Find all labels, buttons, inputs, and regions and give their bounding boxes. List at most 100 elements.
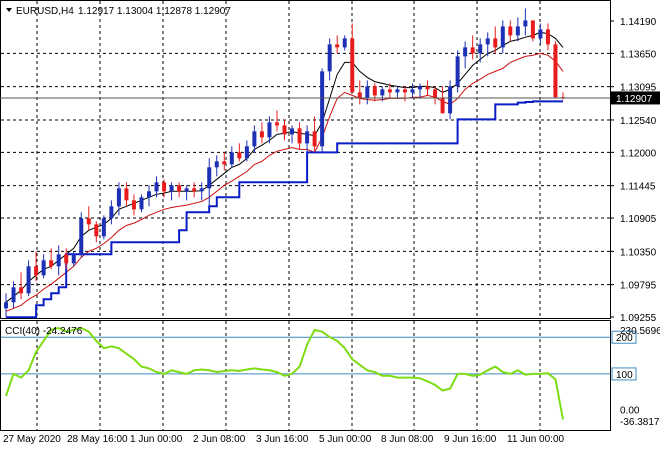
current-price-label: 1.12907 [616, 94, 653, 105]
candle-body [515, 26, 520, 36]
candle-body [41, 260, 46, 276]
candle-body [94, 224, 99, 237]
time-tick-label: 27 May 2020 [3, 434, 61, 445]
candle-body [274, 122, 279, 126]
price-tick-label: 1.12000 [620, 148, 657, 159]
candle-body [387, 89, 392, 93]
cci-level-box [611, 330, 637, 344]
ohlc-values: 1.12917 1.13004 1.12878 1.12907 [78, 6, 231, 17]
cci-level-label: 100 [616, 370, 633, 381]
time-tick-label: 1 Jun 00:00 [130, 434, 183, 445]
candle-body [350, 38, 355, 93]
candle-body [86, 218, 91, 225]
symbol-label: EURUSD,H4 [16, 6, 74, 17]
candles [4, 8, 565, 318]
cci-series-line [5, 326, 564, 420]
candle-body [267, 122, 272, 138]
candle-body [79, 218, 84, 255]
price-tick-label: 1.09255 [620, 313, 657, 324]
cci-level-box [611, 367, 637, 381]
candle-body [56, 254, 61, 267]
candle-body [282, 125, 287, 135]
candle-body [312, 131, 317, 147]
candle-body [207, 167, 212, 189]
blue-stop-line [6, 100, 563, 319]
candle-body [229, 152, 234, 165]
candle-body [395, 89, 400, 93]
candle-body [214, 161, 219, 168]
candle-body [147, 191, 152, 198]
candle-body [545, 29, 550, 45]
time-tick-label: 28 May 16:00 [67, 434, 128, 445]
candle-body [237, 152, 242, 159]
candle-body [448, 86, 453, 114]
cci-line [5, 326, 564, 420]
candle-body [463, 47, 468, 57]
current-price-box [611, 91, 660, 105]
price-tick-label: 1.10350 [620, 247, 657, 258]
red-indicator-line [5, 52, 564, 312]
candle-body [222, 161, 227, 165]
candle-body [508, 26, 513, 36]
vertical-grid [36, 1, 541, 430]
candle-body [417, 86, 422, 90]
candle-body [470, 47, 475, 54]
price-tick-label: 1.10905 [620, 214, 657, 225]
candle-body [19, 287, 24, 294]
candle-body [252, 131, 257, 147]
candle-body [342, 38, 347, 48]
price-tick-label: 1.11445 [620, 182, 656, 193]
price-tick-label: 1.12540 [620, 116, 657, 127]
candle-body [244, 146, 249, 159]
candle-body [169, 185, 174, 192]
candle-body [485, 38, 490, 45]
candle-body [380, 89, 385, 96]
candle-body [199, 188, 204, 192]
candle-body [493, 38, 498, 48]
candle-body [192, 188, 197, 192]
candle-body [11, 287, 16, 303]
candle-body [357, 92, 362, 99]
price-tick-label: 1.14190 [620, 17, 657, 28]
candle-body [184, 188, 189, 192]
candle-body [71, 254, 76, 264]
candle-body [64, 254, 69, 264]
time-tick-label: 11 Jun 00:00 [507, 434, 565, 445]
candle-body [49, 260, 54, 267]
candle-body [372, 86, 377, 96]
candle-body [101, 218, 106, 237]
cci-zero-label: 0.00 [620, 406, 640, 417]
cci-level-label: 200 [616, 333, 633, 344]
candle-body [530, 20, 535, 39]
candle-body [154, 182, 159, 192]
candle-body [26, 266, 31, 294]
candle-body [305, 131, 310, 144]
candle-body [440, 98, 445, 114]
cci-axis: 200 100 230.5696 0.00-36.3817 [611, 326, 660, 428]
candle-body [109, 206, 114, 219]
cci-max-label: 230.5696 [620, 326, 660, 337]
candle-body [290, 128, 295, 135]
candle-body [4, 302, 8, 309]
time-tick-label: 3 Jun 16:00 [256, 434, 309, 445]
time-tick-label: 8 Jun 08:00 [381, 434, 434, 445]
candle-body [433, 89, 438, 99]
candle-body [259, 131, 264, 138]
collapse-triangle-icon[interactable] [6, 8, 12, 12]
candle-body [320, 71, 325, 147]
time-axis: 27 May 2020 28 May 16:00 1 Jun 00:00 2 Jun … [3, 434, 565, 445]
candle-body [139, 197, 144, 210]
time-tick-label: 5 Jun 00:00 [319, 434, 372, 445]
time-tick-label: 2 Jun 08:00 [193, 434, 246, 445]
main-plot-frame [0, 0, 611, 319]
cci-title: CCI(40) -24.2476 [5, 326, 83, 337]
candle-body [297, 128, 302, 144]
candle-body [365, 86, 370, 99]
candle-body [523, 20, 528, 27]
price-axis: 1.14190 1.13650 1.13095 1.12540 1.12000 1.114… [610, 17, 657, 324]
candle-body [455, 56, 460, 87]
candle-body [500, 26, 505, 48]
candle-body [538, 29, 543, 39]
candle-body [162, 182, 167, 192]
